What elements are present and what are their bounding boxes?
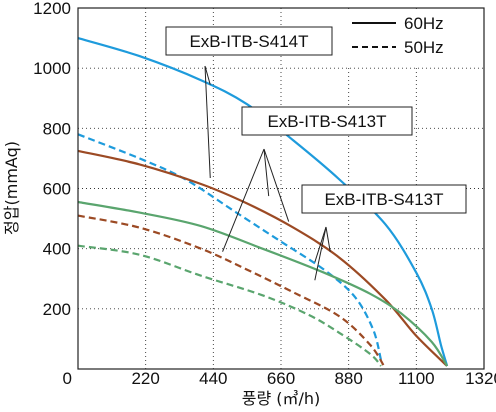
y-axis-title: 정압(mmAq) bbox=[2, 141, 21, 235]
callout-leader-lines bbox=[204, 65, 331, 281]
callout-box-s413t-a bbox=[241, 106, 413, 136]
series-line-s413t-a-60hz bbox=[77, 149, 448, 367]
callout-box-s413t-b bbox=[301, 184, 467, 214]
callout-s414t: ExB-ITB-S414T bbox=[165, 26, 333, 56]
x-tick-label: 1100 bbox=[398, 369, 435, 388]
legend: 60Hz 50Hz bbox=[341, 12, 480, 66]
callout-leader-line bbox=[222, 148, 265, 252]
callout-leader-line bbox=[263, 148, 290, 222]
callout-leader-line bbox=[314, 226, 327, 263]
callout-box-s414t bbox=[165, 26, 333, 56]
callout-leader-line bbox=[204, 65, 211, 178]
y-tick-label: 1000 bbox=[33, 59, 71, 78]
callout-label-s413t-a: ExB-ITB-S413T bbox=[267, 112, 386, 131]
legend-label-50hz: 50Hz bbox=[404, 38, 444, 57]
series-line-s414t-50hz bbox=[77, 133, 383, 361]
x-tick-label: 660 bbox=[267, 369, 295, 388]
series-line-s413t-b-50hz bbox=[77, 244, 382, 367]
series-line-s413t-a-50hz bbox=[77, 214, 385, 367]
series-line-s414t-60hz bbox=[77, 37, 449, 367]
callout-leader-line bbox=[204, 65, 211, 85]
callout-leader-line bbox=[263, 148, 270, 197]
legend-box bbox=[341, 12, 480, 66]
y-tick-label: 200 bbox=[43, 300, 71, 319]
y-tick-label: 800 bbox=[43, 119, 71, 138]
callout-leader-line bbox=[325, 226, 331, 252]
x-tick-label: 1320 bbox=[465, 369, 496, 388]
series-line-s413t-b-60hz bbox=[77, 200, 449, 367]
axis-tick-labels: 0 220 440 660 880 1100 1320 200 400 600 800 1000 120… bbox=[33, 0, 496, 388]
plot-frame bbox=[77, 7, 485, 370]
y-tick-label: 600 bbox=[43, 180, 71, 199]
x-tick-label: 440 bbox=[199, 369, 227, 388]
legend-label-60hz: 60Hz bbox=[404, 14, 444, 33]
y-tick-label: 1200 bbox=[33, 0, 71, 18]
callout-label-s414t: ExB-ITB-S414T bbox=[189, 32, 308, 51]
series-curves bbox=[77, 37, 449, 367]
x-tick-label: 880 bbox=[334, 369, 362, 388]
x-tick-label: 0 bbox=[63, 369, 72, 388]
callout-s413t-a: ExB-ITB-S413T bbox=[241, 106, 413, 136]
callout-s413t-b: ExB-ITB-S413T bbox=[301, 184, 467, 214]
callout-label-s413t-b: ExB-ITB-S413T bbox=[324, 190, 443, 209]
callout-leader-line bbox=[314, 226, 327, 281]
y-tick-label: 400 bbox=[43, 240, 71, 259]
x-tick-label: 220 bbox=[131, 369, 159, 388]
x-axis-title: 풍량 (㎥/h) bbox=[242, 389, 321, 408]
